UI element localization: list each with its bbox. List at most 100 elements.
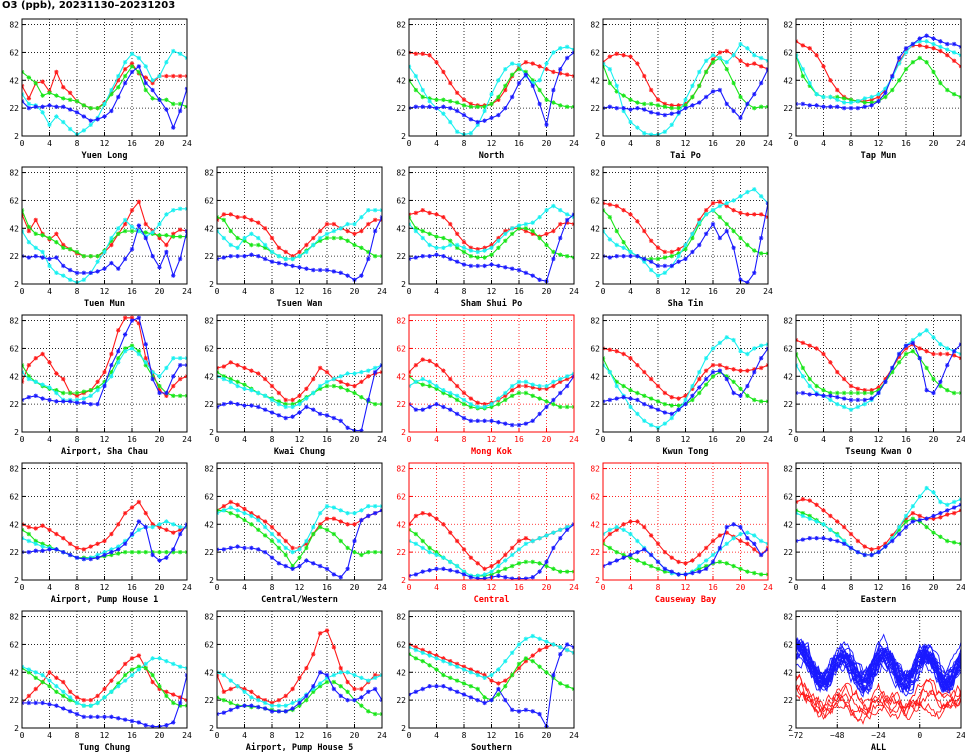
data-point (530, 273, 535, 278)
x-tick-label: 4 (628, 435, 633, 444)
data-point (345, 697, 350, 703)
data-point (717, 368, 723, 373)
data-point (475, 686, 480, 692)
data-point (256, 515, 261, 520)
data-point (917, 55, 922, 61)
data-point (537, 383, 542, 389)
data-point (807, 536, 812, 541)
x-tick-label: 24 (182, 139, 192, 148)
data-point (614, 51, 619, 57)
data-point (710, 89, 716, 94)
data-point (648, 422, 654, 428)
data-point (331, 269, 337, 274)
data-point (221, 235, 227, 241)
data-point (372, 686, 378, 692)
data-point (876, 545, 881, 551)
data-point (157, 233, 162, 238)
data-point (869, 396, 874, 401)
data-point (683, 572, 688, 577)
data-point (642, 401, 647, 407)
data-point (88, 393, 93, 398)
data-point (903, 516, 909, 521)
data-point (338, 385, 343, 390)
data-point (883, 90, 888, 96)
data-point (26, 524, 32, 530)
data-point (621, 522, 626, 527)
data-point (924, 524, 929, 530)
data-point (116, 355, 121, 361)
data-point (530, 228, 535, 234)
data-point (731, 80, 736, 86)
data-point (324, 503, 330, 509)
data-point (81, 103, 87, 108)
y-tick-label: 42 (590, 224, 600, 233)
data-point (669, 249, 674, 255)
data-point (413, 210, 419, 216)
data-point (628, 253, 633, 259)
data-point (228, 379, 233, 385)
data-point (311, 684, 316, 689)
data-point (345, 388, 350, 393)
data-point (461, 547, 467, 552)
data-point (628, 552, 633, 558)
data-point (482, 255, 487, 260)
data-point (441, 245, 446, 250)
data-point (359, 517, 364, 523)
x-tick-label: 12 (295, 583, 305, 592)
data-point (669, 403, 674, 408)
data-point (283, 703, 288, 708)
data-point (738, 349, 743, 354)
data-point (710, 346, 716, 351)
data-point (607, 545, 613, 551)
data-point (33, 548, 38, 553)
y-tick-label: 2 (209, 280, 214, 289)
data-point (551, 69, 556, 75)
data-point (530, 385, 535, 390)
data-point (122, 346, 128, 351)
data-point (738, 94, 743, 100)
data-point (717, 340, 723, 346)
data-point (283, 563, 288, 569)
data-point (655, 425, 661, 431)
data-point (807, 80, 812, 86)
data-point (489, 252, 494, 257)
data-point (758, 212, 764, 217)
data-point (317, 684, 323, 689)
data-point (67, 246, 73, 252)
data-point (903, 519, 909, 524)
data-point (903, 346, 909, 351)
data-point (228, 510, 233, 516)
data-point (171, 355, 176, 361)
data-point (249, 252, 254, 257)
x-tick-label: 24 (182, 435, 192, 444)
data-point (503, 393, 508, 398)
data-point (724, 365, 729, 371)
data-point (122, 256, 128, 262)
data-point (311, 390, 316, 396)
data-point (642, 131, 647, 136)
data-point (738, 210, 743, 216)
data-point (855, 549, 861, 555)
data-point (40, 351, 45, 357)
data-point (564, 376, 570, 382)
data-point (249, 388, 254, 393)
data-point (896, 360, 902, 365)
data-point (262, 697, 268, 703)
data-point (171, 393, 176, 398)
data-point (697, 242, 702, 248)
x-tick-label: 16 (127, 731, 137, 740)
data-point (283, 404, 288, 410)
data-point (862, 390, 867, 396)
data-point (262, 533, 268, 538)
data-point (752, 105, 757, 111)
data-point (95, 388, 100, 393)
data-point (67, 390, 73, 396)
data-point (635, 390, 640, 396)
data-point (717, 545, 723, 551)
data-point (441, 235, 446, 241)
data-point (564, 44, 570, 50)
data-point (102, 714, 107, 720)
data-point (67, 277, 73, 283)
data-point (607, 531, 613, 537)
data-point (683, 105, 688, 111)
